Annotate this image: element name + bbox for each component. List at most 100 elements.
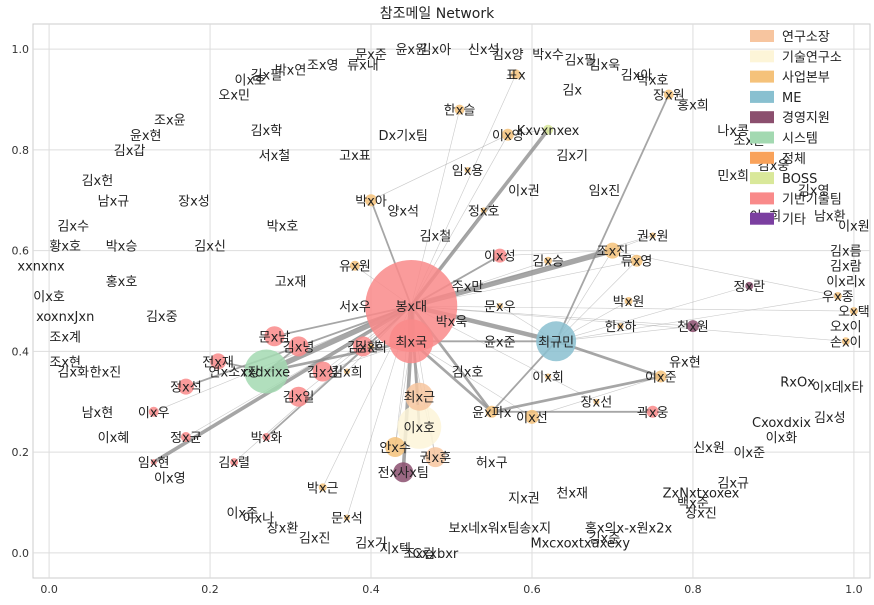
node-label: 이x호 [403, 421, 435, 436]
node-label: 김x진 [299, 532, 331, 547]
node-임x현 [150, 459, 157, 466]
node-label: 최x근 [403, 391, 435, 406]
node-label: 한x슬 [444, 104, 476, 119]
node-label: xoxnxJxn [36, 310, 94, 325]
node-label: 조x진 [597, 245, 629, 260]
node-label: 고x재 [275, 275, 307, 290]
node-label: 손x이 [830, 335, 862, 350]
node-label: 이x영 [154, 471, 186, 486]
node-label: 주x만 [452, 280, 484, 295]
edge [507, 129, 549, 136]
node-label: 연x소x장 [209, 366, 260, 381]
node-장x선 [593, 398, 600, 405]
node-label: 장x선 [581, 396, 613, 411]
node-label: Mxcxoxtxaxexy [530, 537, 630, 552]
node-label: 이x우 [138, 406, 170, 421]
node-최규민 [536, 321, 577, 362]
node-label: 남x환 [814, 209, 846, 224]
node-label: 조x림 [403, 547, 435, 562]
node-표x [510, 69, 521, 80]
node-김x일 [288, 386, 309, 407]
x-tick-label: 0.4 [362, 583, 380, 596]
legend-entry: 사업본부 [782, 71, 830, 86]
node-이x영 [501, 128, 514, 141]
node-label: 김x영 [798, 184, 830, 199]
node-label: Cxxbxr [413, 547, 459, 562]
node-label: 오x이 [830, 320, 862, 335]
node-label: 허x구 [476, 456, 508, 471]
node-봉x대 [365, 260, 458, 353]
node-label: 홍x희 [677, 99, 709, 114]
node-label: 김x신 [194, 240, 226, 255]
x-tick-label: 1.0 [845, 583, 863, 596]
edge [411, 305, 693, 327]
node-정x석 [177, 378, 194, 395]
node-김x렬 [230, 458, 239, 467]
node-label: 유x현 [669, 355, 701, 370]
node-label: 이x영 [492, 129, 524, 144]
legend-entry: 기반기술팀 [782, 192, 842, 207]
node-오x택 [849, 307, 858, 316]
node-label: 신x원 [693, 441, 725, 456]
node-한x슬 [454, 104, 465, 115]
node-label: 우x종 [822, 290, 854, 305]
node-임x용 [464, 167, 471, 174]
node-label: rxdxixe [243, 366, 291, 381]
node-label: 전x사x팀 [378, 466, 429, 481]
node-label: 최x국 [395, 335, 427, 350]
node-문x남 [264, 326, 285, 347]
node-label: 지x권 [508, 491, 540, 506]
node-label: 박x호 [267, 219, 299, 234]
node-label: 황x호 [49, 240, 81, 255]
legend-swatch [750, 172, 774, 185]
x-tick-label: 0.6 [523, 583, 541, 596]
node-김x녕 [288, 336, 309, 357]
node-label: 이x준 [733, 446, 765, 461]
edge [491, 375, 662, 414]
node-label: ZxNxtxoxex [663, 486, 740, 501]
node-label: RxOx [780, 376, 815, 391]
node-label: 김x호 [452, 366, 484, 381]
legend-swatch [750, 212, 774, 225]
node-label: 백x준 [677, 496, 709, 511]
grid-lines [33, 24, 870, 578]
node-label: 박x수 [532, 48, 564, 63]
node-label: 정x란 [733, 280, 765, 295]
edge [411, 341, 533, 418]
node-label: 조x영 [307, 58, 339, 73]
node-label: 고x표 [339, 149, 371, 164]
node-label: 장x환 [267, 522, 299, 537]
node-label: 지x텍 [379, 542, 411, 557]
node-label: 윤x준 [484, 335, 516, 350]
node-label: 김x [562, 83, 582, 98]
node-전x사x팀 [393, 462, 414, 483]
node-label: 김x수 [57, 219, 89, 234]
legend-entry: 기타 [782, 213, 806, 228]
node-label: xxnxnx [17, 260, 65, 275]
chart-title: 참조메일 Network [380, 6, 495, 22]
node-label: 안x수 [379, 441, 411, 456]
node-김x승 [544, 256, 553, 265]
node-label: 류x영 [621, 255, 653, 270]
node-label: 박x원 [613, 295, 645, 310]
node-label: 류x내 [347, 58, 379, 73]
node-label: 김x규 [717, 476, 749, 491]
node-label: 박x욱 [436, 315, 468, 330]
node-김x희 [343, 368, 350, 375]
legend-swatch [750, 131, 774, 144]
edge [556, 325, 693, 342]
node-label: 박x호 [637, 73, 669, 88]
edge [411, 305, 854, 312]
y-axis-ticks: 0.0 0.2 0.4 0.6 0.8 1.0 [12, 43, 30, 560]
node-문x우 [496, 303, 503, 310]
legend-swatch [750, 111, 774, 124]
node-label: 김x아 [621, 68, 653, 83]
edge [370, 134, 508, 201]
node-label: 이x회 [532, 371, 564, 386]
node-label: 이x원 [838, 219, 870, 234]
y-tick-label: 1.0 [12, 43, 30, 56]
node-label: 김x승 [532, 255, 564, 270]
node-label: 문x우 [484, 300, 516, 315]
node-rxdxixe [244, 349, 289, 394]
x-tick-label: 0.8 [684, 583, 702, 596]
